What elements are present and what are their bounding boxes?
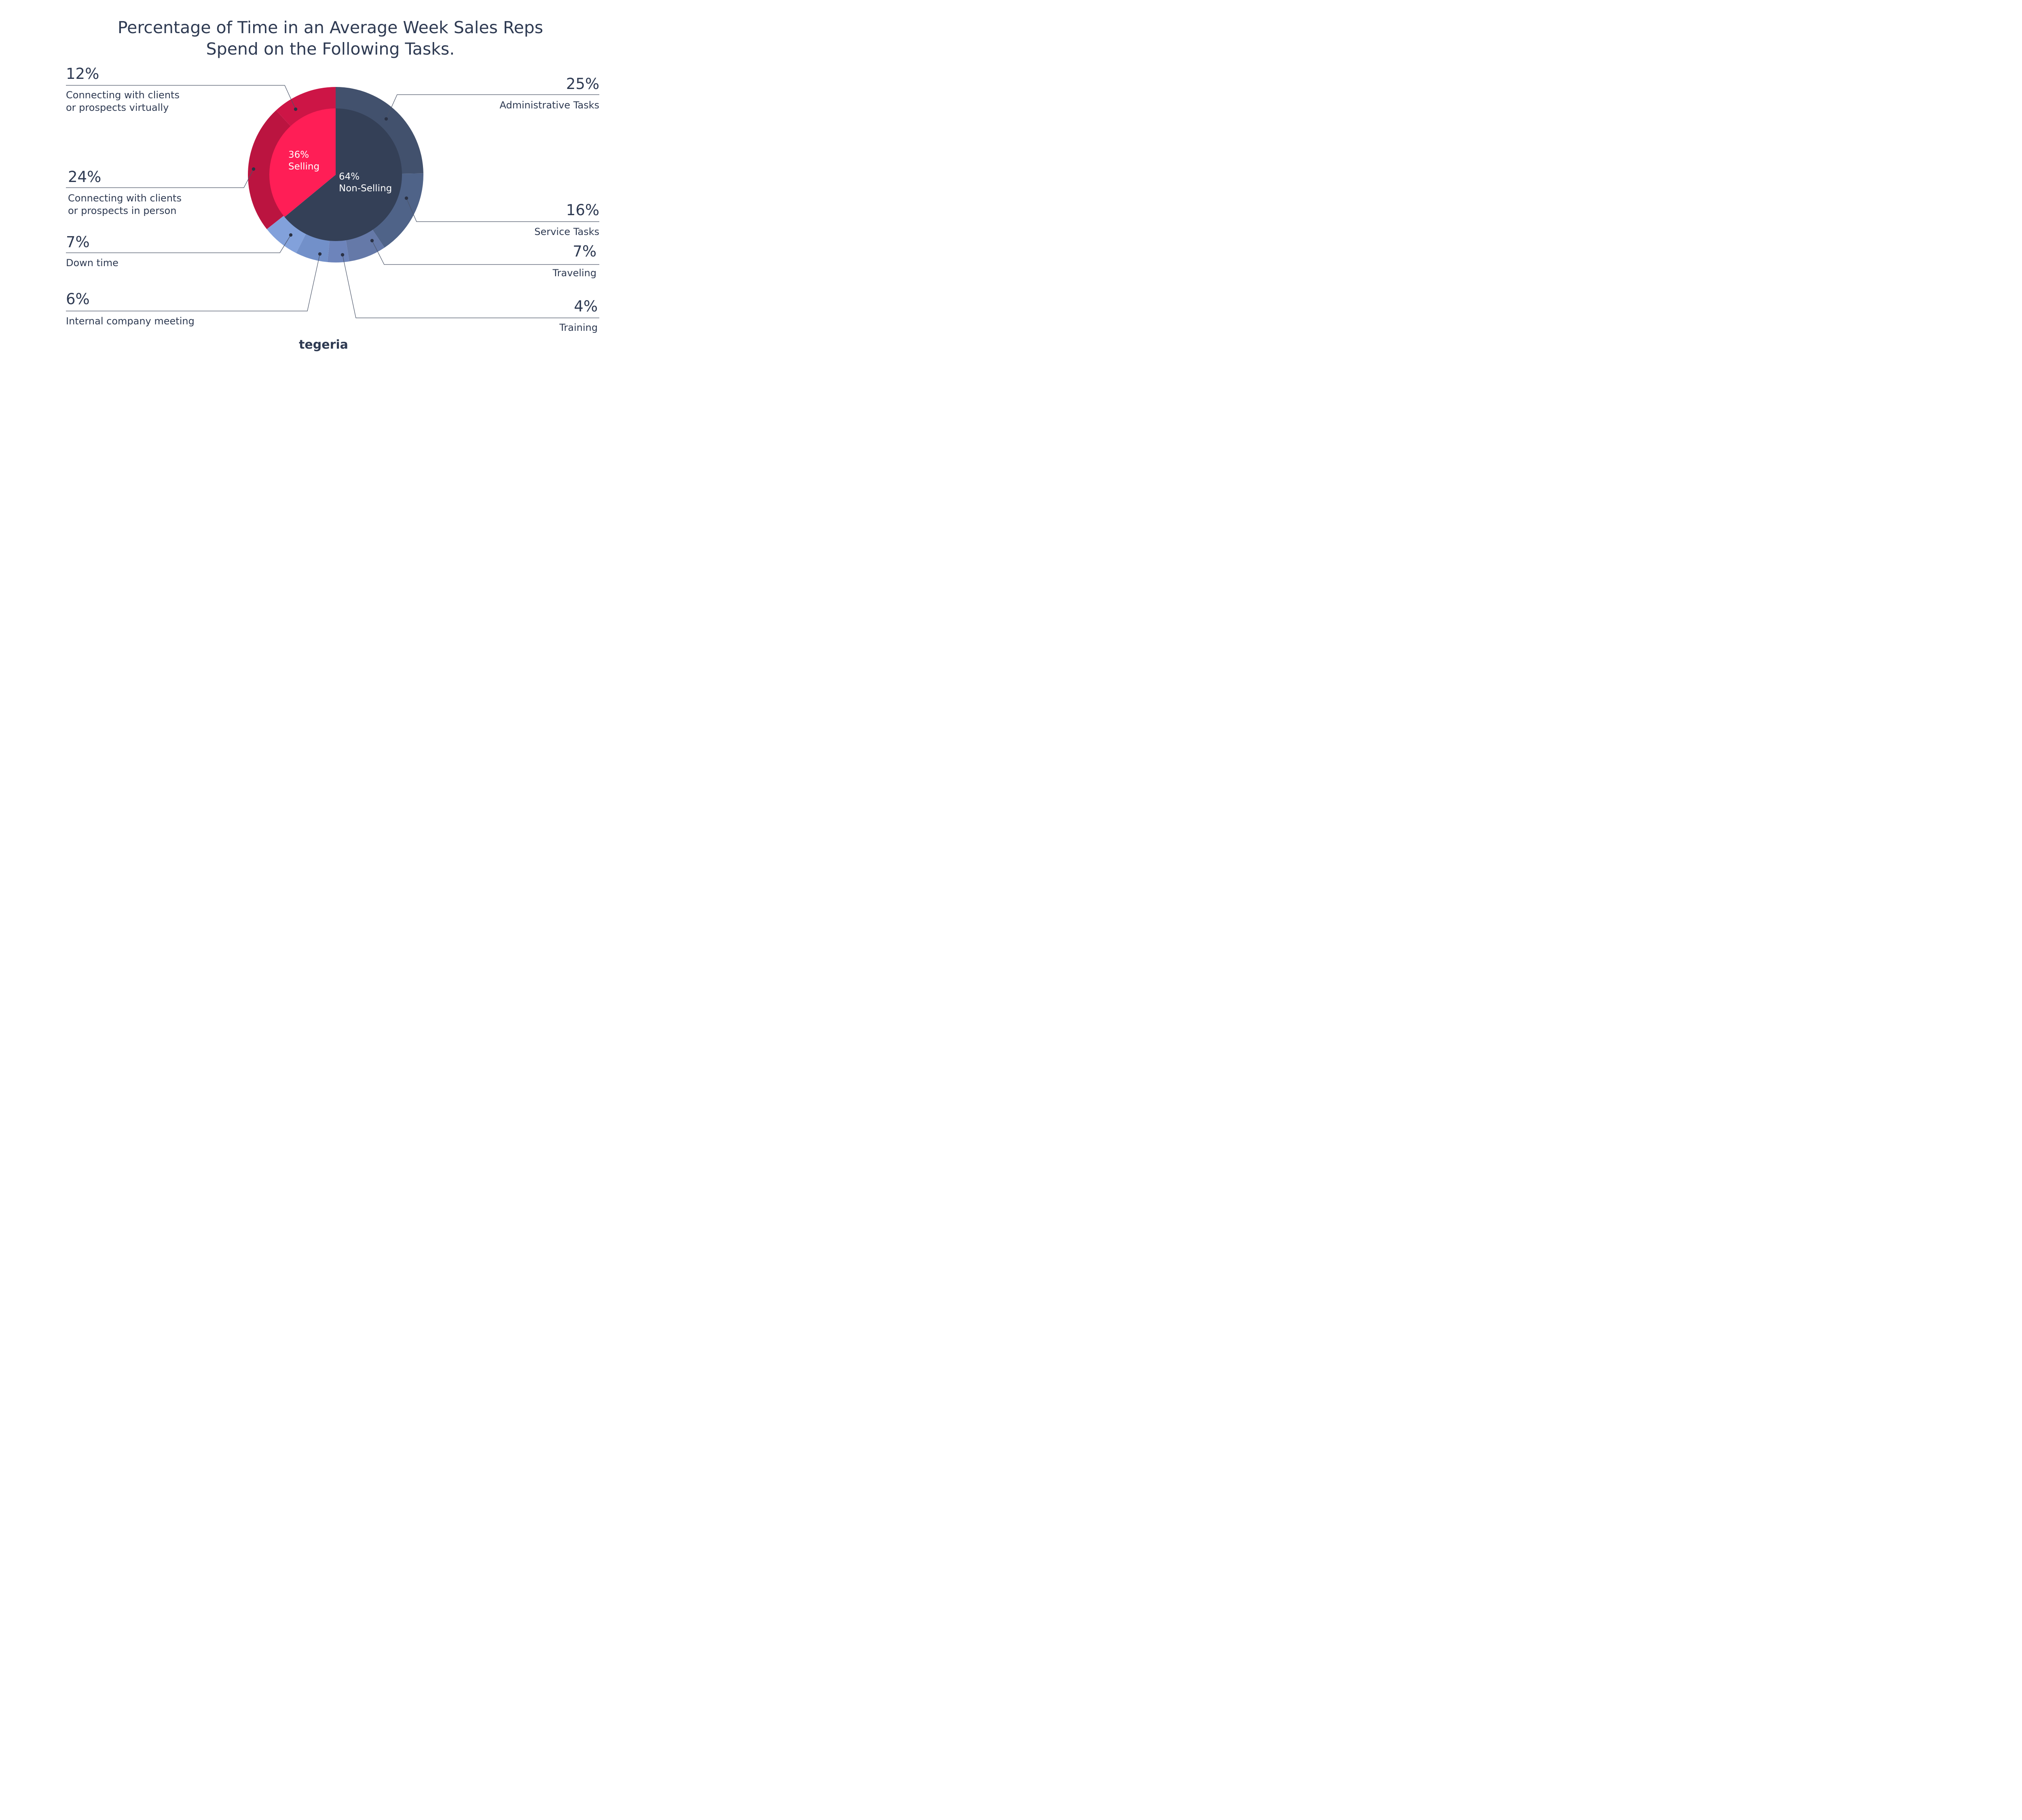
outer-pct-0: 25%	[566, 75, 599, 93]
outer-label-3-line-0: Training	[559, 322, 598, 333]
outer-slice-1	[372, 173, 424, 248]
tegeria-logo: tegeria	[299, 338, 348, 352]
leader-line-1	[406, 198, 599, 222]
leader-dot-1	[404, 196, 408, 200]
outer-pct-2: 7%	[573, 243, 596, 260]
leader-line-2	[372, 240, 599, 265]
outer-label-6-line-1: or prospects in person	[68, 205, 176, 216]
inner-slice-non-selling	[284, 108, 402, 241]
leader-dot-6	[252, 167, 256, 171]
leader-dot-4	[318, 252, 322, 256]
leader-line-7	[66, 85, 296, 110]
outer-slice-5	[266, 216, 306, 253]
leader-line-6	[66, 169, 254, 188]
outer-pct-1: 16%	[566, 201, 599, 219]
chart-title-line-2: Spend on the Following Tasks.	[206, 39, 455, 59]
outer-slice-7	[276, 87, 336, 127]
leader-line-0	[386, 94, 599, 119]
outer-label-2-line-0: Traveling	[552, 267, 596, 279]
inner-pct-selling: 36%	[288, 150, 309, 160]
leader-line-3	[342, 254, 599, 318]
leader-dot-0	[384, 117, 388, 121]
outer-pct-4: 6%	[66, 290, 90, 308]
outer-pct-5: 7%	[66, 233, 90, 251]
outer-slice-2	[346, 229, 385, 262]
leader-line-4	[66, 254, 320, 311]
outer-pct-7: 12%	[66, 65, 99, 83]
outer-label-7-line-1: or prospects virtually	[66, 102, 169, 113]
outer-label-1-line-0: Service Tasks	[534, 226, 599, 237]
inner-slice-selling	[269, 108, 336, 217]
leader-dot-7	[294, 107, 298, 111]
leader-dot-5	[289, 233, 293, 237]
outer-label-5-line-0: Down time	[66, 257, 118, 269]
outer-label-6-line-0: Connecting with clients	[68, 193, 182, 204]
outer-pct-6: 24%	[68, 168, 101, 186]
chart-title-line-1: Percentage of Time in an Average Week Sa…	[118, 18, 543, 37]
outer-slice-0	[336, 87, 423, 174]
leader-dot-3	[341, 253, 345, 257]
leader-line-5	[66, 235, 291, 253]
outer-pct-3: 4%	[574, 298, 598, 315]
inner-pct-non-selling: 64%	[339, 171, 360, 182]
outer-label-0-line-0: Administrative Tasks	[499, 99, 599, 111]
outer-label-7-line-0: Connecting with clients	[66, 89, 180, 101]
pie-chart: Percentage of Time in an Average Week Sa…	[66, 18, 599, 352]
leader-dot-2	[370, 239, 374, 243]
outer-slice-3	[327, 240, 349, 263]
outer-slice-6	[248, 110, 291, 229]
outer-label-4-line-0: Internal company meeting	[66, 315, 195, 327]
inner-label-non-selling: Non-Selling	[339, 183, 392, 194]
inner-label-selling: Selling	[288, 161, 319, 172]
